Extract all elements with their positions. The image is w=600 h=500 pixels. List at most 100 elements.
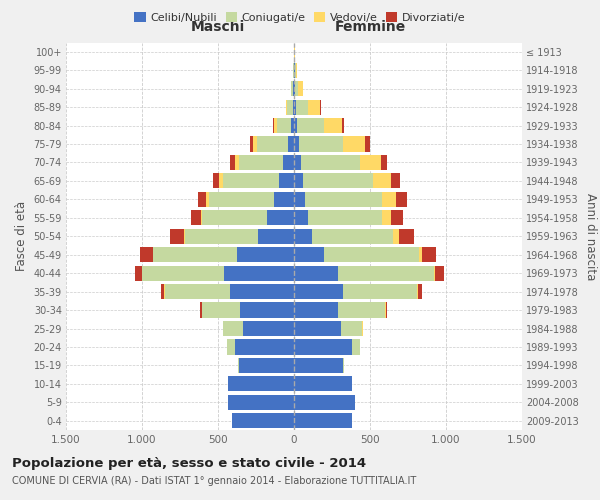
Bar [294, 266, 338, 280]
Bar [232, 413, 294, 428]
Bar [386, 302, 387, 318]
Bar [382, 210, 391, 226]
Bar [399, 228, 414, 244]
Bar [294, 340, 352, 354]
Bar [434, 266, 436, 280]
Bar [294, 155, 301, 170]
Bar [235, 155, 239, 170]
Bar [382, 155, 388, 170]
Bar [185, 228, 258, 244]
Bar [243, 321, 294, 336]
Bar [230, 284, 294, 299]
Bar [165, 284, 230, 299]
Bar [237, 247, 294, 262]
Bar [324, 118, 343, 133]
Bar [295, 62, 296, 78]
Bar [294, 118, 297, 133]
Bar [136, 266, 142, 280]
Bar [294, 321, 341, 336]
Bar [287, 136, 294, 152]
Bar [219, 174, 223, 188]
Bar [308, 210, 382, 226]
Bar [296, 100, 308, 114]
Bar [325, 247, 419, 262]
Bar [240, 302, 294, 318]
Bar [391, 174, 400, 188]
Bar [422, 247, 436, 262]
Bar [373, 174, 391, 188]
Bar [191, 210, 200, 226]
Bar [294, 136, 299, 152]
Bar [294, 228, 312, 244]
Bar [365, 136, 370, 152]
Bar [391, 210, 403, 226]
Bar [258, 228, 294, 244]
Bar [418, 284, 422, 299]
Bar [294, 100, 296, 114]
Bar [294, 210, 308, 226]
Bar [209, 192, 274, 207]
Bar [294, 62, 295, 78]
Bar [206, 192, 209, 207]
Bar [286, 100, 287, 114]
Bar [312, 228, 393, 244]
Text: COMUNE DI CERVIA (RA) - Dati ISTAT 1° gennaio 2014 - Elaborazione TUTTITALIA.IT: COMUNE DI CERVIA (RA) - Dati ISTAT 1° ge… [12, 476, 416, 486]
Bar [257, 136, 287, 152]
Y-axis label: Anni di nascita: Anni di nascita [584, 192, 598, 280]
Bar [268, 210, 294, 226]
Bar [294, 247, 325, 262]
Legend: Celibi/Nubili, Coniugati/e, Vedovi/e, Divorziati/e: Celibi/Nubili, Coniugati/e, Vedovi/e, Di… [130, 8, 470, 28]
Bar [341, 321, 362, 336]
Bar [294, 174, 303, 188]
Bar [294, 192, 305, 207]
Bar [184, 228, 185, 244]
Bar [227, 340, 235, 354]
Bar [338, 302, 385, 318]
Bar [298, 81, 303, 96]
Bar [296, 62, 297, 78]
Bar [308, 100, 320, 114]
Bar [274, 118, 277, 133]
Bar [294, 358, 343, 373]
Bar [230, 155, 235, 170]
Bar [239, 155, 283, 170]
Bar [382, 192, 396, 207]
Bar [301, 155, 360, 170]
Bar [343, 118, 344, 133]
Bar [253, 136, 257, 152]
Bar [228, 376, 294, 392]
Bar [293, 100, 294, 114]
Bar [293, 81, 294, 96]
Bar [214, 174, 219, 188]
Bar [294, 376, 352, 392]
Bar [291, 118, 294, 133]
Bar [140, 247, 152, 262]
Bar [235, 340, 294, 354]
Text: Popolazione per età, sesso e stato civile - 2014: Popolazione per età, sesso e stato civil… [12, 458, 366, 470]
Bar [238, 358, 239, 373]
Bar [303, 174, 373, 188]
Bar [274, 192, 294, 207]
Bar [294, 81, 295, 96]
Bar [277, 118, 291, 133]
Bar [305, 192, 382, 207]
Bar [294, 413, 352, 428]
Bar [362, 321, 364, 336]
Bar [295, 81, 298, 96]
Bar [287, 100, 293, 114]
Bar [228, 395, 294, 410]
Bar [223, 174, 279, 188]
Bar [224, 266, 294, 280]
Bar [161, 284, 164, 299]
Bar [202, 210, 268, 226]
Bar [294, 395, 355, 410]
Bar [352, 340, 360, 354]
Y-axis label: Fasce di età: Fasce di età [15, 201, 28, 272]
Bar [283, 155, 294, 170]
Bar [223, 321, 243, 336]
Bar [338, 266, 434, 280]
Bar [360, 155, 382, 170]
Bar [294, 302, 338, 318]
Bar [292, 81, 293, 96]
Bar [202, 302, 240, 318]
